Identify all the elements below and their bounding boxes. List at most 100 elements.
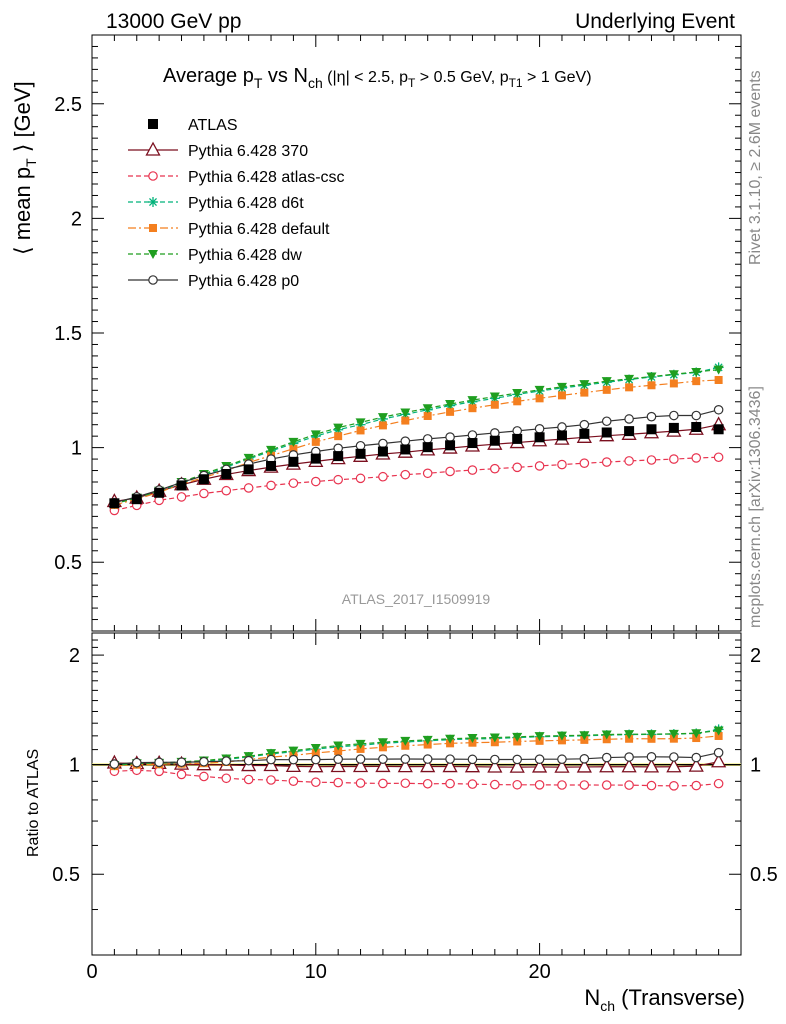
data-point: [355, 440, 366, 451]
data-point: [355, 418, 366, 428]
ratio-point: [557, 754, 567, 765]
legend-marker: [148, 119, 158, 129]
data-point: [713, 365, 724, 375]
data-point: [266, 460, 277, 471]
ratio-point: [445, 778, 455, 789]
data-point: [556, 430, 567, 441]
series-line: [114, 409, 719, 504]
legend-marker: [148, 275, 158, 285]
data-point: [310, 430, 321, 440]
data-point: [556, 382, 567, 392]
ratio-point: [579, 754, 590, 764]
data-point: [646, 411, 657, 422]
data-point: [579, 380, 590, 390]
rivet-label: Rivet 3.1.10, ≥ 2.6M events: [747, 70, 764, 265]
y-tick-label: 1.5: [54, 323, 82, 345]
data-point: [266, 445, 277, 455]
data-point: [198, 474, 209, 485]
data-point: [512, 426, 523, 436]
data-point: [669, 379, 678, 388]
data-point: [602, 385, 611, 394]
series-line: [114, 424, 719, 503]
data-point: [512, 389, 523, 399]
data-point: [423, 411, 432, 420]
ratio-point: [669, 752, 679, 762]
ratio-point: [534, 754, 545, 764]
ratio-point: [668, 729, 679, 739]
data-point: [445, 440, 456, 451]
ratio-series-layer: [106, 724, 727, 791]
ratio-point: [310, 777, 321, 788]
ratio-point: [557, 780, 567, 790]
data-point: [401, 416, 410, 425]
ratio-point: [199, 771, 209, 782]
data-point: [490, 463, 500, 474]
data-point: [243, 483, 254, 493]
ratio-point: [397, 758, 413, 773]
ratio-point: [422, 754, 433, 764]
ratio-point: [512, 779, 523, 790]
data-point: [467, 438, 478, 449]
data-point: [288, 478, 299, 488]
data-point: [669, 454, 679, 464]
legend: ATLAS Pythia 6.428 370 Pythia 6.428 atlas-…: [128, 117, 345, 290]
ratio-point: [109, 759, 120, 769]
ratio-panel-frame: [91, 632, 742, 956]
ratio-point: [487, 758, 503, 773]
ratio-point: [310, 743, 321, 753]
ratio-point: [355, 778, 366, 788]
legend-marker: [148, 171, 158, 181]
data-point: [512, 462, 523, 473]
data-point: [400, 469, 411, 480]
data-point: [221, 485, 232, 496]
ratio-point: [311, 748, 320, 757]
series-line: [114, 366, 719, 505]
ratio-point: [263, 757, 279, 772]
ratio-point: [666, 758, 682, 773]
ratio-line: [114, 735, 719, 767]
ratio-point: [531, 758, 548, 773]
data-point: [625, 383, 634, 392]
ratio-point: [490, 754, 500, 765]
ratio-point: [576, 758, 592, 773]
data-point: [400, 408, 411, 418]
ratio-point: [643, 758, 660, 773]
ratio-point: [467, 754, 478, 765]
ratio-tick-label-right: 0.5: [750, 864, 778, 886]
ratio-point: [534, 732, 545, 742]
ratio-point: [534, 780, 545, 790]
ratio-point: [400, 754, 411, 764]
data-point: [534, 432, 545, 443]
ratio-point: [422, 778, 433, 789]
ratio-point: [624, 730, 635, 740]
header-right: Underlying Event: [575, 10, 735, 33]
data-point: [467, 465, 478, 475]
data-point: [154, 487, 165, 498]
data-point: [489, 392, 500, 402]
data-point: [534, 385, 545, 395]
ratio-point: [355, 739, 366, 749]
data-point: [691, 410, 702, 421]
ratio-point: [221, 756, 232, 766]
ratio-point: [445, 754, 455, 764]
data-point: [468, 404, 477, 413]
data-point: [579, 458, 590, 469]
legend-label: Pythia 6.428 default: [188, 221, 330, 238]
axis-ticks: 0 10 20 0.5 1 1.5 2 2.5 0.5 1 2 0.5 1 2: [52, 34, 778, 983]
ratio-line: [114, 752, 719, 765]
ratio-point: [601, 730, 612, 740]
legend-label: ATLAS: [188, 117, 238, 134]
data-point: [422, 434, 433, 444]
data-point: [445, 432, 455, 442]
ratio-point: [713, 778, 724, 789]
data-point: [422, 442, 433, 453]
ratio-point: [442, 758, 458, 773]
data-point: [176, 492, 187, 502]
data-point: [199, 488, 209, 499]
data-point: [601, 457, 612, 467]
ratio-point: [445, 734, 456, 744]
data-point: [714, 375, 723, 384]
ratio-point: [509, 758, 525, 773]
ratio-point: [243, 774, 254, 785]
data-point: [513, 397, 522, 406]
